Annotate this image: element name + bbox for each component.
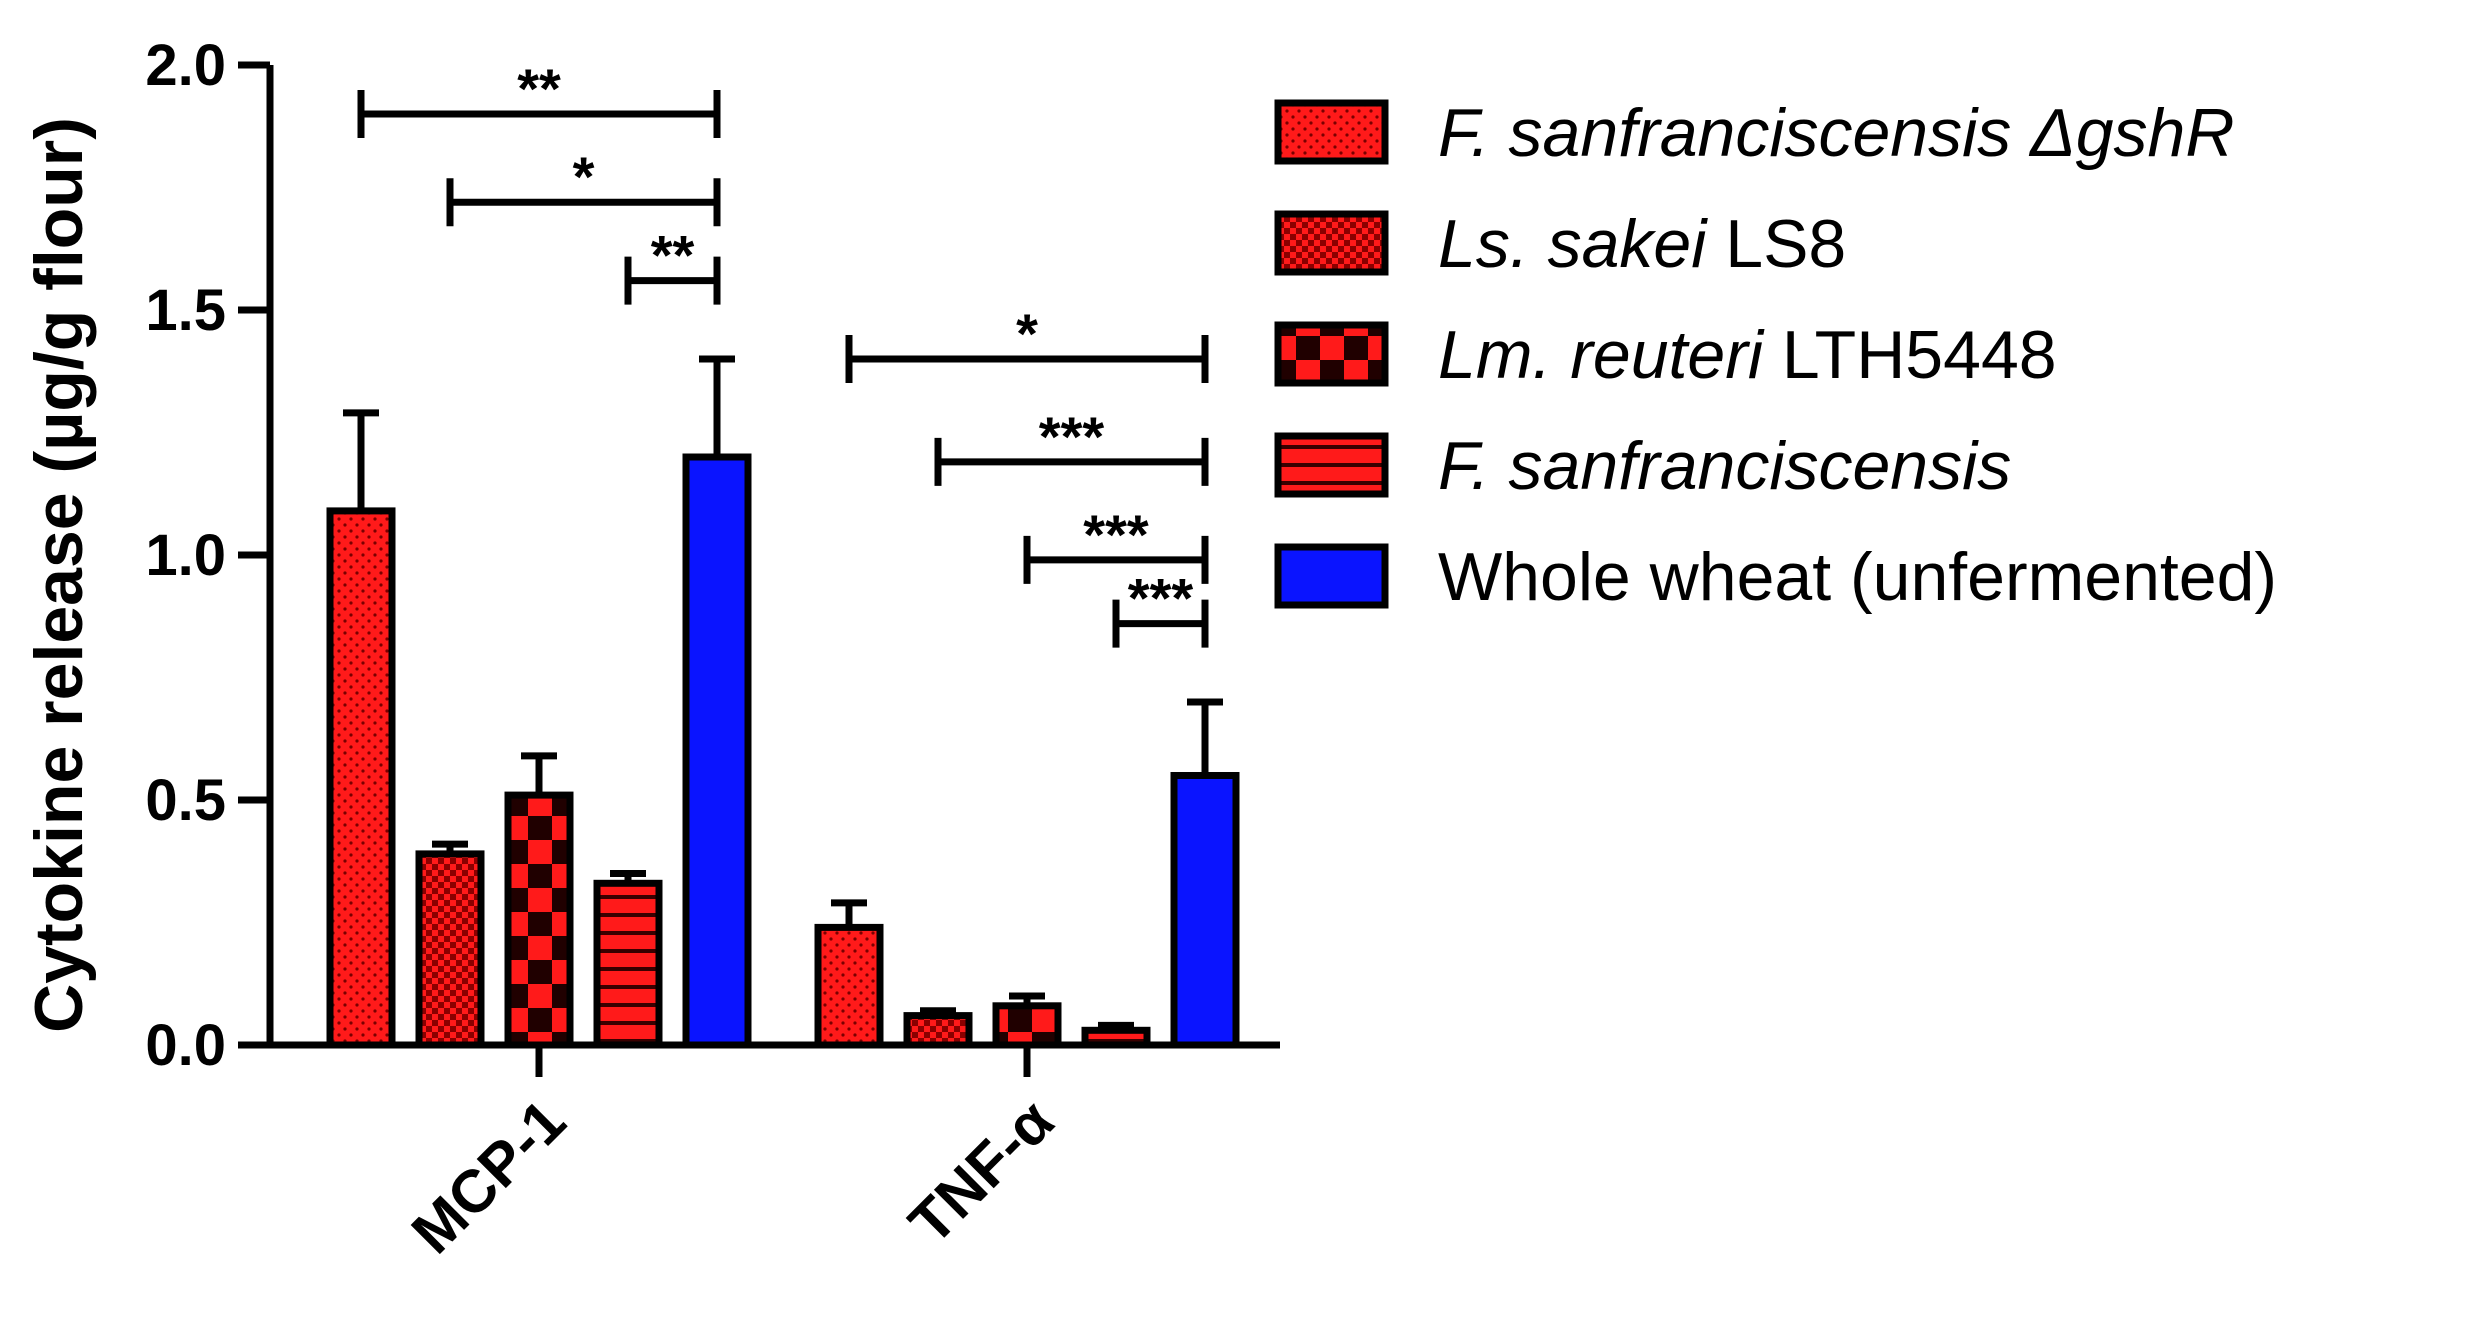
- y-tick-label: 0.5: [145, 768, 226, 833]
- legend-label-part: LTH5448: [1763, 317, 2057, 393]
- legend-label-part: LS8: [1706, 206, 1846, 282]
- bar: [1170, 772, 1240, 1049]
- significance-label: **: [651, 224, 695, 287]
- legend-label-part: Lm. reuteri: [1438, 317, 1765, 393]
- bar: [992, 1002, 1062, 1049]
- legend-label: Ls. sakei LS8: [1438, 206, 1846, 282]
- legend-label: F. sanfranciscensis ΔgshR: [1438, 95, 2234, 171]
- significance-label: ***: [1083, 503, 1149, 566]
- legend-label: F. sanfranciscensis: [1438, 428, 2011, 504]
- y-tick-label: 1.0: [145, 523, 226, 588]
- y-tick-label: 2.0: [145, 33, 226, 98]
- significance-label: **: [517, 57, 561, 120]
- legend-swatch: [1274, 432, 1389, 498]
- bar: [326, 507, 396, 1049]
- legend-label: Lm. reuteri LTH5448: [1438, 317, 2057, 393]
- significance-label: *: [1016, 302, 1038, 365]
- legend-swatch: [1274, 210, 1389, 276]
- significance-label: *: [573, 145, 595, 208]
- y-axis-label: Cytokine release (µg/g flour): [21, 117, 97, 1033]
- bar: [593, 879, 663, 1049]
- bar: [903, 1012, 973, 1049]
- legend-swatch: [1274, 321, 1389, 387]
- y-tick-label: 0.0: [145, 1013, 226, 1078]
- x-tick-label: MCP-1: [399, 1087, 578, 1266]
- legend-label-part: Whole wheat (unfermented): [1438, 539, 2277, 615]
- legend-label: Whole wheat (unfermented): [1438, 539, 2277, 615]
- bar: [504, 791, 574, 1049]
- legend-swatch: [1274, 543, 1389, 609]
- bar: [682, 453, 752, 1049]
- legend-label-part: F. sanfranciscensis: [1438, 428, 2011, 504]
- bar: [814, 923, 884, 1049]
- significance-label: ***: [1039, 405, 1105, 468]
- x-tick-label: TNF-α: [896, 1087, 1066, 1257]
- legend-swatch: [1274, 99, 1389, 165]
- y-tick-label: 1.5: [145, 278, 226, 343]
- legend-label-part: Ls. sakei: [1438, 206, 1708, 282]
- legend-label-part: F. sanfranciscensis ΔgshR: [1438, 95, 2234, 171]
- significance-label: ***: [1128, 567, 1194, 630]
- bar: [415, 850, 485, 1049]
- bar: [1081, 1026, 1151, 1049]
